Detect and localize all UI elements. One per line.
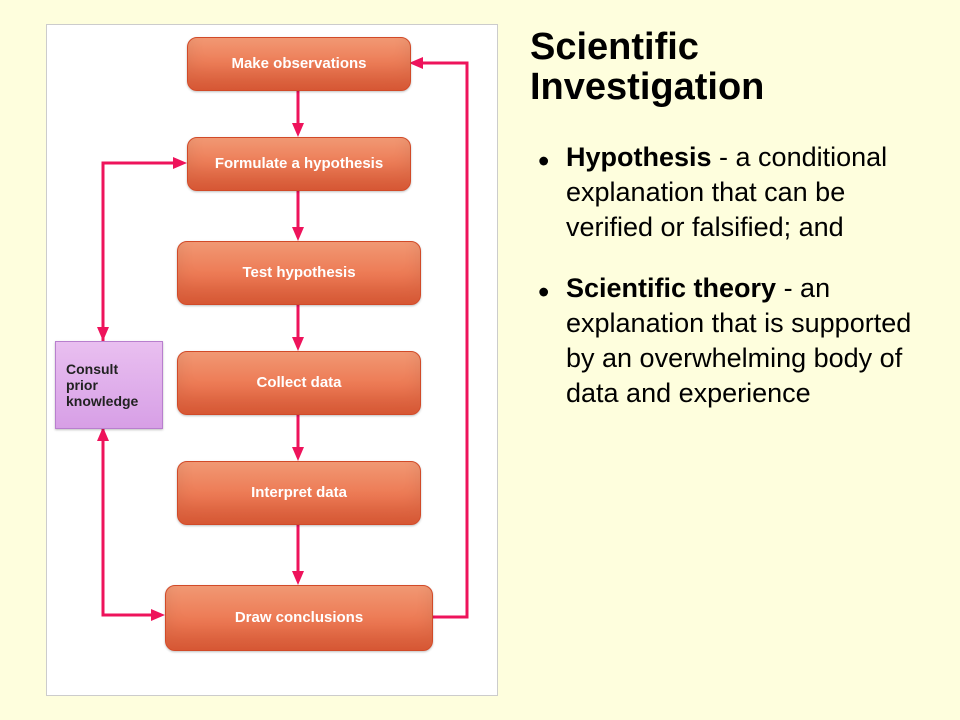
flow-step-hypoth: Formulate a hypothesis xyxy=(187,137,411,191)
flow-step-observe: Make observations xyxy=(187,37,411,91)
bullet-term: Hypothesis xyxy=(566,142,712,172)
flow-step-conclude: Draw conclusions xyxy=(165,585,433,651)
bullet-list: Hypothesis - a conditional explanation t… xyxy=(538,140,930,412)
flow-step-test: Test hypothesis xyxy=(177,241,421,305)
flowchart-panel: Make observations Formulate a hypothesis T… xyxy=(46,24,498,696)
text-panel: Scientific Investigation Hypothesis - a … xyxy=(530,28,930,437)
bullet-item: Scientific theory - an explanation that … xyxy=(538,271,930,411)
slide-title: Scientific Investigation xyxy=(530,28,930,108)
bullet-item: Hypothesis - a conditional explanation t… xyxy=(538,140,930,245)
flow-step-collect: Collect data xyxy=(177,351,421,415)
flow-step-interpret: Interpret data xyxy=(177,461,421,525)
bullet-term: Scientific theory xyxy=(566,273,776,303)
consult-prior-knowledge-box: Consult prior knowledge xyxy=(55,341,163,429)
